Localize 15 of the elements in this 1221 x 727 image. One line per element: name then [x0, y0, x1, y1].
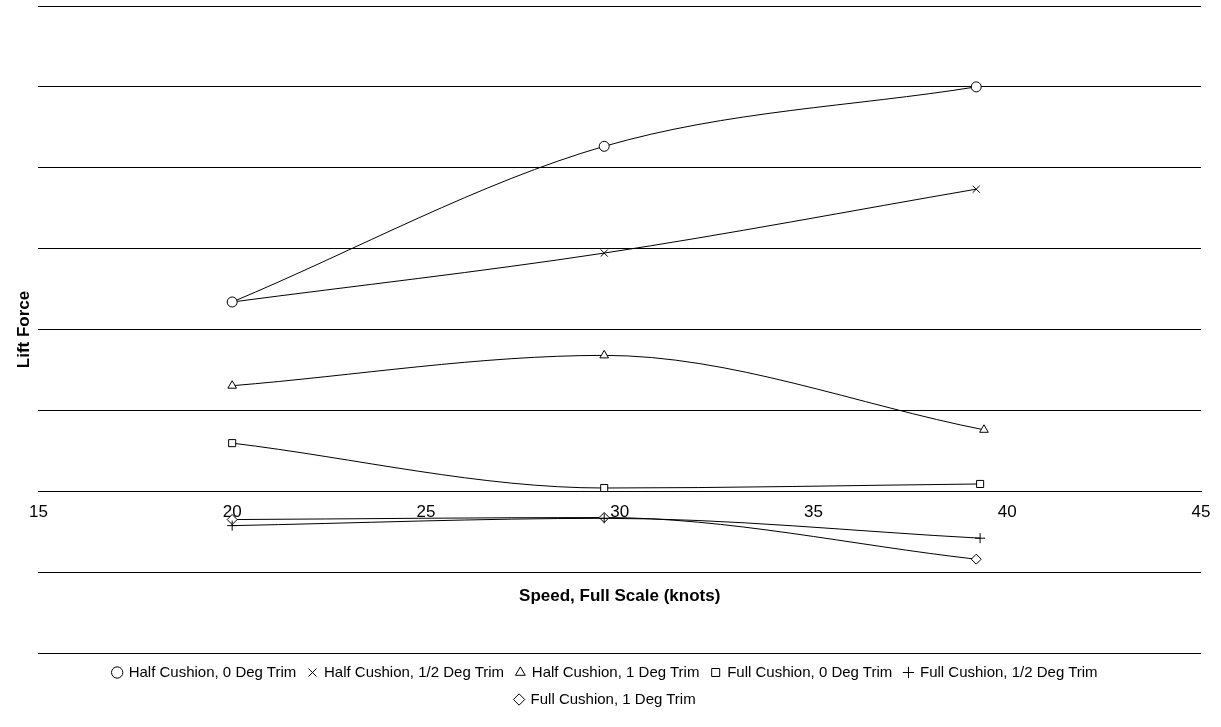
legend-label: Full Cushion, 1/2 Deg Trim	[920, 662, 1098, 680]
legend-label: Full Cushion, 0 Deg Trim	[727, 662, 893, 680]
x-tick-label: 25	[416, 502, 436, 522]
legend-label: Half Cushion, 1 Deg Trim	[531, 662, 700, 680]
x-axis-title: Speed, Full Scale (knots)	[519, 585, 721, 605]
x-tick-label: 15	[28, 502, 48, 522]
x-tick-label: 35	[804, 502, 823, 522]
x-tick-label: 30	[610, 502, 630, 522]
y-axis-title: Lift Force	[13, 290, 33, 369]
legend-label: Half Cushion, 1/2 Deg Trim	[323, 662, 505, 680]
x-tick-label: 45	[1191, 502, 1211, 522]
x-tick-label: 20	[222, 502, 242, 522]
x-tick-label: 40	[997, 502, 1017, 522]
legend-label: Full Cushion, 1 Deg Trim	[530, 689, 696, 707]
legend-label: Half Cushion, 0 Deg Trim	[128, 662, 297, 680]
